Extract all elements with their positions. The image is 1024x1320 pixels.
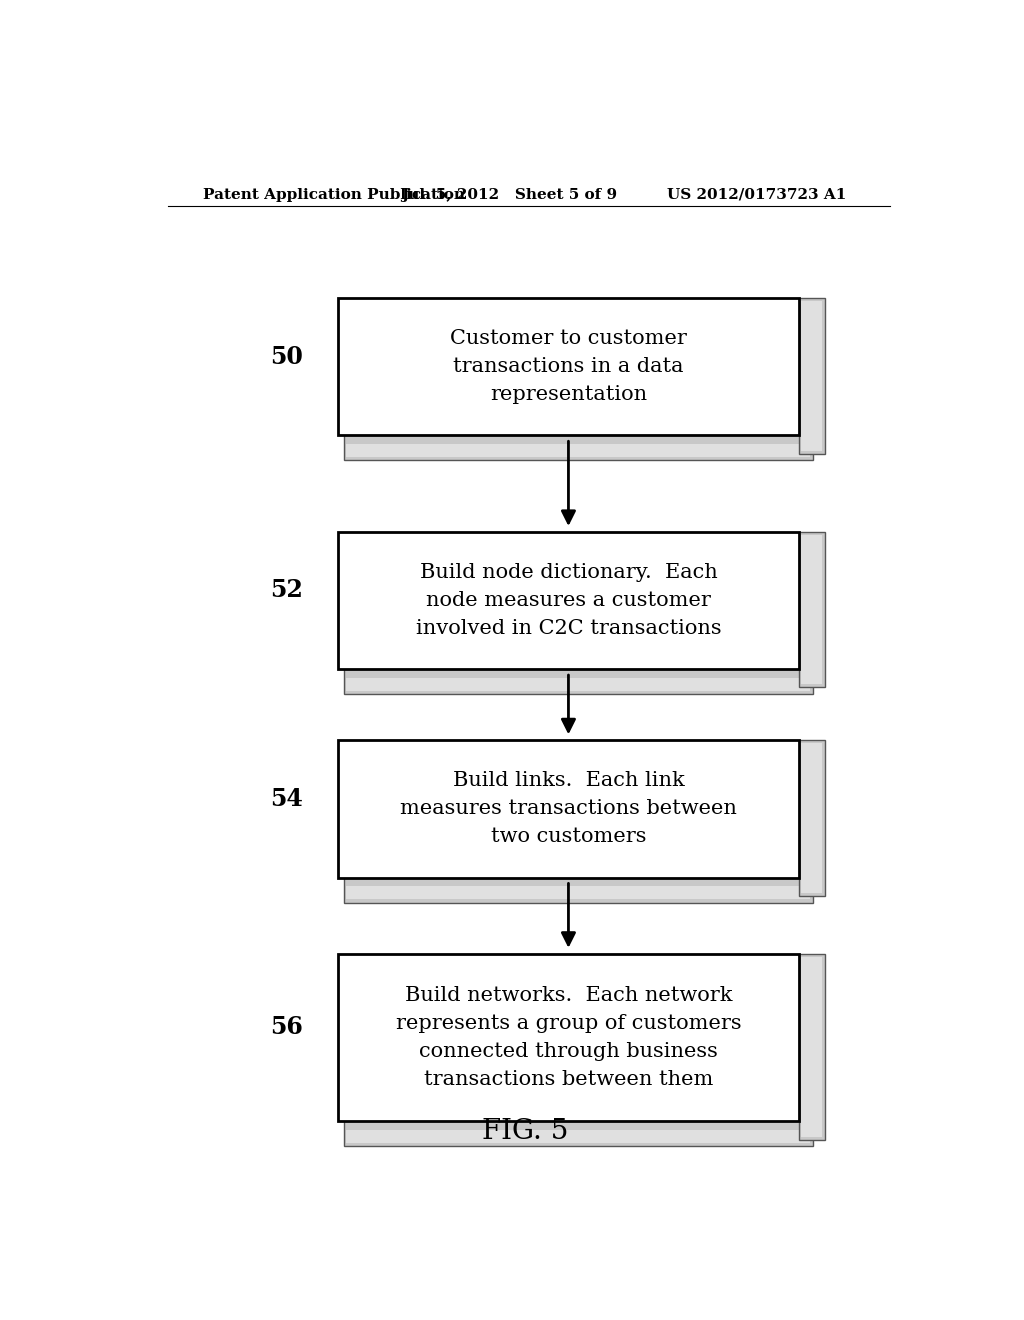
Bar <box>338 298 799 436</box>
Bar <box>346 677 810 692</box>
Bar <box>799 532 824 688</box>
Bar <box>801 957 822 1137</box>
Text: Jul. 5, 2012   Sheet 5 of 9: Jul. 5, 2012 Sheet 5 of 9 <box>400 187 617 202</box>
Text: Patent Application Publication: Patent Application Publication <box>204 187 465 202</box>
Bar <box>801 743 822 892</box>
Bar <box>801 301 822 450</box>
Bar <box>343 432 813 461</box>
Bar <box>799 954 824 1139</box>
Text: 56: 56 <box>270 1015 303 1039</box>
Text: Build links.  Each link
measures transactions between
two customers: Build links. Each link measures transact… <box>400 771 737 846</box>
Bar <box>338 954 799 1122</box>
Text: Customer to customer
transactions in a data
representation: Customer to customer transactions in a d… <box>450 329 687 404</box>
Text: FIG. 5: FIG. 5 <box>481 1118 568 1144</box>
Bar <box>343 665 813 694</box>
Bar <box>338 741 799 878</box>
Text: 52: 52 <box>270 578 303 602</box>
Bar <box>346 886 810 899</box>
Text: US 2012/0173723 A1: US 2012/0173723 A1 <box>667 187 846 202</box>
Text: Build networks.  Each network
represents a group of customers
connected through : Build networks. Each network represents … <box>395 986 741 1089</box>
Bar <box>338 532 799 669</box>
Bar <box>343 874 813 903</box>
Text: 54: 54 <box>270 787 303 810</box>
Bar <box>799 741 824 896</box>
Bar <box>346 1130 810 1143</box>
Bar <box>343 1117 813 1147</box>
Text: 50: 50 <box>270 345 303 368</box>
Bar <box>801 535 822 684</box>
Text: Build node dictionary.  Each
node measures a customer
involved in C2C transactio: Build node dictionary. Each node measure… <box>416 564 721 638</box>
Bar <box>346 444 810 457</box>
Bar <box>799 298 824 454</box>
